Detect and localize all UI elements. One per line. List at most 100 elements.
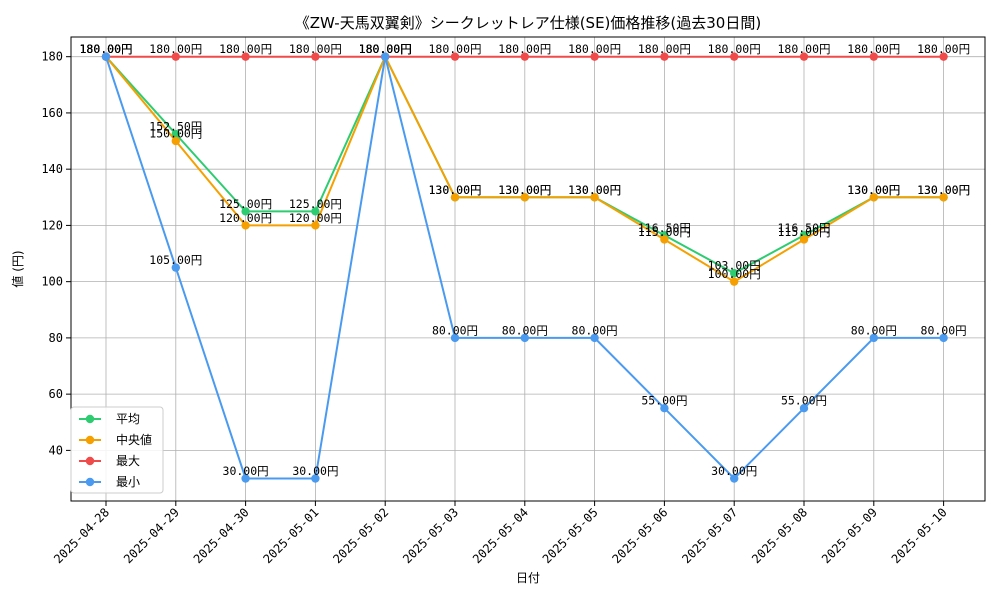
data-point [450,333,460,343]
data-label: 180.00円 [219,42,272,56]
data-point [730,474,739,483]
legend-marker [85,435,95,445]
grid-lines [71,37,985,501]
y-axis: 40 60 80 100 120 140 160 180 [41,50,71,457]
data-label: 55.00円 [641,394,687,408]
data-label: 180.00円 [498,42,551,56]
data-point [660,404,669,413]
data-label: 130.00円 [428,183,481,197]
data-label: 130.00円 [917,183,970,197]
data-point [799,404,809,413]
data-point [241,221,250,230]
data-label: 103.00円 [708,259,761,273]
data-point [311,221,320,230]
legend-entry: 最大 [116,454,140,468]
y-tick-label: 120 [41,218,63,232]
x-tick-label: 2025-05-07 [679,505,740,566]
data-label: 100.00円 [708,267,761,281]
data-label: 130.00円 [847,183,900,197]
legend-box [70,406,164,494]
data-label: 180.00円 [428,42,481,56]
data-point [939,333,948,343]
data-point [241,207,250,216]
series-lines [101,52,948,483]
data-label: 115.00円 [777,225,830,239]
data-label: 180.00円 [79,42,132,56]
data-label: 116.50円 [638,221,691,235]
data-point [799,235,809,244]
data-label: 120.00円 [219,211,272,225]
data-point [171,129,180,139]
data-label: 125.00円 [219,197,272,211]
data-point [590,52,599,61]
data-label: 130.00円 [917,183,970,197]
data-point [101,52,111,61]
legend-entry: 最小 [116,475,140,489]
data-label: 180.00円 [79,42,132,56]
data-labels: 180.00円 152.50円 125.00円 125.00円 180.00円 130.0… [79,42,970,478]
data-label: 125.00円 [289,197,342,211]
data-label: 80.00円 [572,323,618,337]
legend-entry: 平均 [116,412,140,426]
data-point [520,193,529,202]
data-point [869,193,878,202]
data-label: 130.00円 [847,183,900,197]
data-point [450,193,460,202]
data-point [171,263,180,272]
data-point [939,52,948,61]
x-tick-label: 2025-05-04 [470,505,531,566]
data-label: 55.00円 [781,394,827,408]
x-tick-label: 2025-05-03 [400,505,461,566]
legend-marker [85,456,95,466]
data-label: 180.00円 [359,42,412,56]
x-tick-label: 2025-05-10 [889,505,950,566]
data-label: 80.00円 [502,323,548,337]
data-point [241,52,250,61]
x-tick-label: 2025-05-08 [749,505,810,566]
x-axis: 2025-04-28 2025-04-29 2025-04-30 2025-05-01… [51,501,950,566]
y-tick-label: 80 [49,331,63,345]
plot-frame [70,36,986,502]
y-tick-label: 180 [41,50,63,64]
data-label: 30.00円 [711,464,757,478]
data-point [171,136,180,146]
data-label: 80.00円 [432,323,478,337]
x-tick-label: 2025-04-30 [191,505,252,566]
data-label: 180.00円 [289,42,342,56]
data-label: 130.00円 [428,183,481,197]
data-point [520,333,529,343]
legend-marker [85,477,95,487]
data-label: 120.00円 [289,211,342,225]
data-point [869,333,878,343]
data-point [311,474,320,483]
data-point [450,52,460,61]
y-tick-label: 60 [49,387,63,401]
data-label: 180.00円 [359,42,412,56]
y-tick-label: 140 [41,162,63,176]
x-tick-label: 2025-05-09 [819,505,880,566]
data-point [730,269,739,278]
data-label: 80.00円 [921,323,967,337]
data-point [869,52,878,61]
data-point [241,474,250,483]
x-tick-label: 2025-05-06 [610,505,671,566]
data-label: 116.50円 [777,221,830,235]
data-label: 105.00円 [149,253,202,267]
data-label: 180.00円 [79,42,132,56]
legend-entry: 中央値 [116,432,152,447]
data-point [939,193,948,202]
data-label: 30.00円 [292,464,338,478]
y-tick-label: 100 [41,275,63,289]
data-label: 180.00円 [847,42,900,56]
data-label: 180.00円 [917,42,970,56]
data-label: 130.00円 [568,183,621,197]
data-label: 130.00円 [498,183,551,197]
data-point [311,52,320,61]
data-point [730,277,739,286]
data-label: 180.00円 [638,42,691,56]
data-point [660,52,669,61]
data-label: 180.00円 [777,42,830,56]
data-label: 115.00円 [638,225,691,239]
